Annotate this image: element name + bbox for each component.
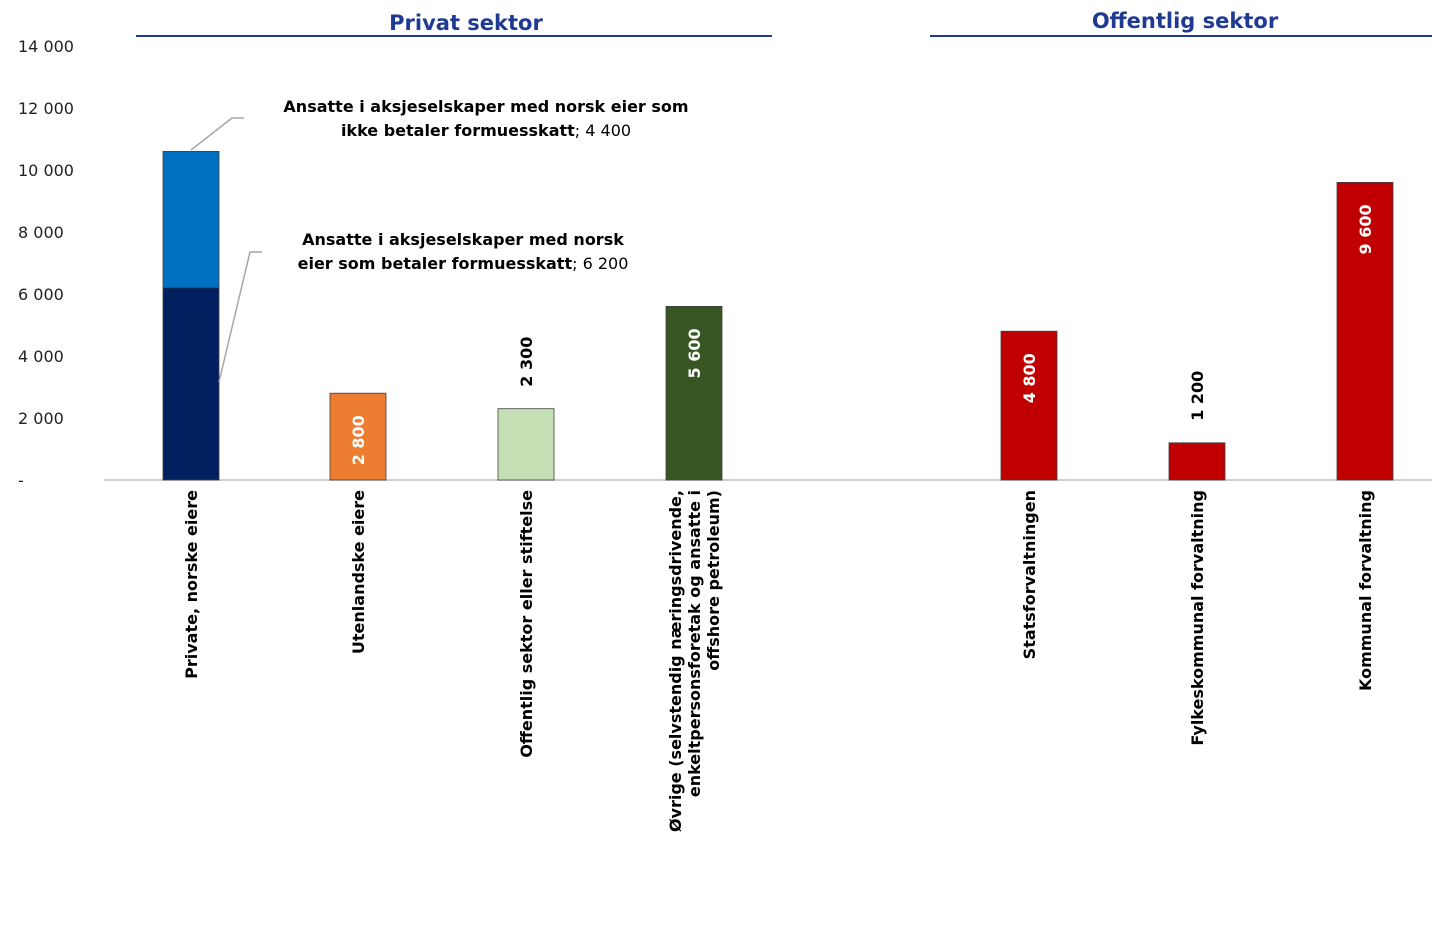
y-tick-label: 2 000: [18, 409, 64, 428]
annotation-text: Ansatte i aksjeselskaper med norsk: [302, 230, 624, 249]
y-tick-label: 12 000: [18, 99, 74, 118]
annotation-text: ikke betaler formuesskatt; 4 400: [341, 121, 631, 140]
sector-header: Privat sektor: [389, 11, 543, 35]
annotation-text: Ansatte i aksjeselskaper med norsk eier …: [283, 97, 688, 116]
y-tick-label: 10 000: [18, 161, 74, 180]
data-label: 2 800: [349, 415, 368, 465]
bar: [162, 287, 220, 481]
y-tick-label: -: [18, 471, 24, 490]
category-label: Utenlandske eiere: [349, 490, 368, 654]
bar: [497, 408, 555, 481]
annotation-leader-line: [218, 251, 262, 383]
data-label: 1 200: [1188, 371, 1207, 421]
annotation-text: eier som betaler formuesskatt; 6 200: [298, 254, 629, 273]
category-label: Offentlig sektor eller stiftelse: [517, 490, 536, 758]
y-tick-label: 6 000: [18, 285, 64, 304]
y-tick-label: 14 000: [18, 37, 74, 56]
data-label: 2 300: [517, 337, 536, 387]
category-label: Fylkeskommunal forvaltning: [1188, 490, 1207, 746]
bar: [1336, 181, 1394, 481]
data-label: 9 600: [1356, 204, 1375, 254]
sector-header: Offentlig sektor: [1092, 9, 1279, 33]
bar: [329, 392, 387, 481]
category-label: Kommunal forvaltning: [1356, 490, 1375, 691]
bar: [665, 305, 723, 481]
category-label: offshore petroleum): [704, 490, 723, 671]
annotation-leader-line: [190, 117, 244, 151]
y-tick-label: 4 000: [18, 347, 64, 366]
category-label: enkeltpersonsforetak og ansatte i: [685, 490, 704, 797]
category-label: Private, norske eiere: [182, 490, 201, 679]
bar: [162, 150, 220, 289]
data-label: 5 600: [685, 328, 704, 378]
data-label: 4 800: [1020, 353, 1039, 403]
bar: [1168, 442, 1226, 481]
bar: [1000, 330, 1058, 481]
y-tick-label: 8 000: [18, 223, 64, 242]
category-label: Øvrige (selvstendig næringsdrivende,: [666, 490, 685, 832]
category-label: Statsforvaltningen: [1020, 490, 1039, 659]
